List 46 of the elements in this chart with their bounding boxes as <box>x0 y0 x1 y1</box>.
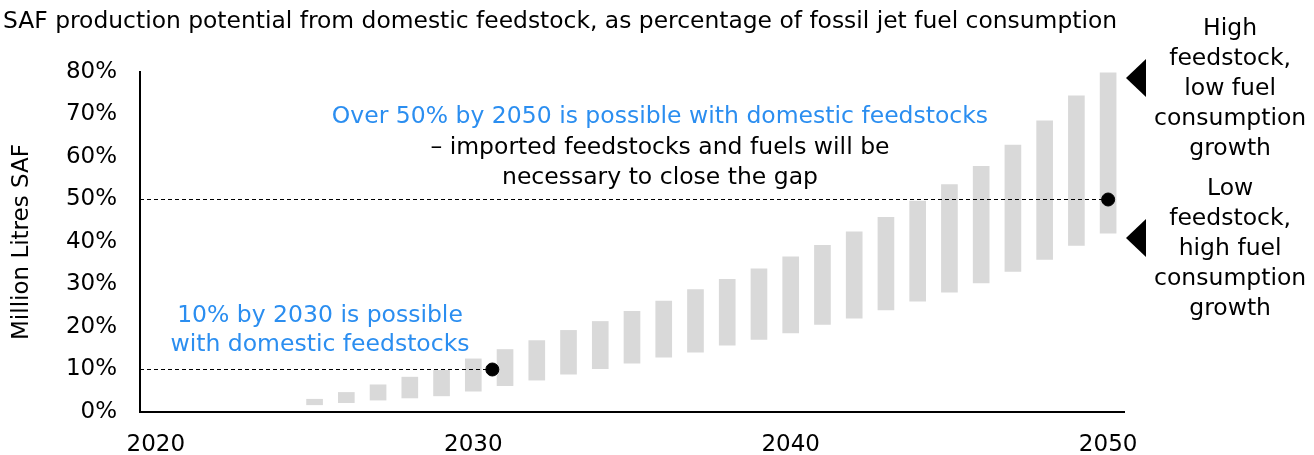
annotation: Low feedstock, high fuel consumption growth <box>1154 173 1307 322</box>
bar <box>972 166 990 284</box>
bar <box>401 376 419 399</box>
y-tick-label: 40% <box>65 226 117 253</box>
annotation: High feedstock, low fuel consumption growth <box>1154 12 1307 161</box>
y-tick-label: 50% <box>65 184 117 211</box>
x-tick-label: 2040 <box>761 429 820 455</box>
bar <box>464 358 482 392</box>
x-tick-label: 2020 <box>126 429 186 455</box>
bar <box>591 321 609 369</box>
x-tick-label: 2050 <box>1078 429 1138 455</box>
bar <box>782 256 800 334</box>
bar <box>528 340 546 381</box>
y-tick-label: 0% <box>80 396 117 423</box>
bar <box>655 300 673 358</box>
annotation: – imported feedstocks and fuels will be necessary to close the gap <box>430 131 890 190</box>
y-axis-title: Million Litres SAF <box>6 144 33 340</box>
bar <box>433 370 450 397</box>
x-tick-label: 2030 <box>444 429 503 455</box>
bar <box>1004 144 1022 272</box>
bar <box>1068 95 1085 246</box>
bar <box>909 200 927 302</box>
bar <box>1036 120 1053 260</box>
bar <box>496 349 514 386</box>
bar <box>560 330 577 375</box>
y-tick-label: 80% <box>65 56 117 83</box>
annotation: 10% by 2030 is possible with domestic feedstocks <box>170 300 470 357</box>
annotation: Over 50% by 2050 is possible with domestic feedstocks <box>331 101 989 129</box>
bar <box>877 217 895 311</box>
bar <box>941 184 958 293</box>
chart-title: SAF production potential from domestic feedstock, as percentage of fossil jet fuel consumption <box>3 6 1118 34</box>
bar <box>369 384 387 401</box>
bar <box>1099 72 1117 234</box>
bar <box>814 245 831 325</box>
bar <box>845 231 863 319</box>
bar <box>623 310 641 364</box>
bar <box>687 289 704 353</box>
y-tick-label: 20% <box>65 311 117 338</box>
y-tick-label: 10% <box>65 354 117 381</box>
bar <box>337 392 355 403</box>
y-tick-label: 60% <box>65 141 117 168</box>
bar <box>306 398 323 406</box>
y-tick-label: 70% <box>65 99 117 126</box>
bar <box>750 268 768 340</box>
bar <box>718 279 736 346</box>
y-tick-label: 30% <box>65 269 117 296</box>
